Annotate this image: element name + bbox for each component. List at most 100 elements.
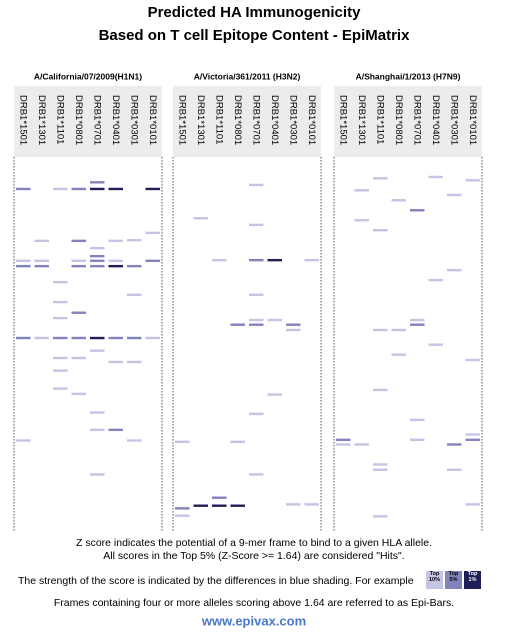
hit-bar bbox=[127, 264, 142, 268]
hit-bar bbox=[108, 187, 123, 191]
hit-bar bbox=[212, 496, 227, 499]
hit-bar bbox=[410, 323, 425, 326]
legend-swatch: Top 5% bbox=[445, 571, 462, 589]
hit-bar bbox=[90, 259, 105, 263]
hit-bar bbox=[71, 336, 86, 340]
hit-bar bbox=[391, 328, 406, 332]
hit-bar bbox=[145, 259, 160, 263]
allele-label: DRB1*1301 bbox=[36, 95, 47, 145]
hit-bar bbox=[304, 258, 319, 262]
allele-label: DRB1*1101 bbox=[214, 95, 225, 144]
allele-label: DRB1*0401 bbox=[269, 95, 280, 145]
hit-bar bbox=[90, 264, 105, 268]
allele-label: DRB1*1501 bbox=[338, 95, 349, 145]
hit-bar bbox=[373, 328, 388, 332]
hit-bar bbox=[71, 356, 86, 360]
hit-bar bbox=[90, 428, 105, 432]
allele-label: DRB1*0301 bbox=[129, 95, 140, 145]
hit-bar bbox=[71, 264, 86, 268]
hit-bar bbox=[108, 259, 123, 263]
note: Z score indicates the potential of a 9-m… bbox=[76, 537, 432, 549]
hit-bar bbox=[373, 468, 388, 471]
hit-bar bbox=[53, 187, 68, 191]
note: Frames containing four or more alleles s… bbox=[54, 597, 454, 609]
hit-bar bbox=[193, 504, 208, 507]
hit-bar bbox=[127, 293, 142, 296]
hit-bar bbox=[447, 443, 462, 446]
hit-bar bbox=[34, 264, 49, 268]
allele-label: DRB1*0301 bbox=[449, 95, 460, 145]
hit-bar bbox=[267, 258, 282, 262]
hit-bar bbox=[373, 463, 388, 466]
footer[interactable]: www.epivax.com bbox=[201, 613, 306, 628]
allele-label: DRB1*0401 bbox=[430, 95, 441, 145]
hit-bar bbox=[336, 443, 351, 446]
panel-header bbox=[334, 86, 482, 157]
hit-bar bbox=[145, 336, 160, 340]
note: The strength of the score is indicated b… bbox=[18, 575, 414, 587]
legend-swatch: Top 1% bbox=[464, 571, 481, 589]
hit-bar bbox=[249, 318, 264, 322]
hit-bar bbox=[391, 199, 406, 202]
hit-bar bbox=[108, 428, 123, 432]
allele-label: DRB1*1301 bbox=[356, 95, 367, 145]
hit-bar bbox=[127, 360, 142, 364]
legend-swatch: Top 10% bbox=[426, 571, 443, 589]
allele-label: DRB1*0701 bbox=[251, 95, 262, 145]
hit-bar bbox=[34, 336, 49, 340]
hit-bar bbox=[53, 280, 68, 284]
hit-bar bbox=[354, 189, 369, 192]
panel-header bbox=[14, 86, 162, 157]
hit-bar bbox=[465, 358, 480, 362]
hit-bar bbox=[108, 360, 123, 364]
hit-bar bbox=[53, 336, 68, 340]
hit-bar bbox=[108, 239, 123, 243]
hit-bar bbox=[286, 323, 301, 326]
hit-bar bbox=[16, 439, 31, 442]
hit-bar bbox=[286, 328, 301, 332]
panel-title: A/Shanghai/1/2013 (H7N9) bbox=[356, 71, 461, 81]
hit-bar bbox=[304, 503, 319, 506]
hit-bar bbox=[108, 336, 123, 340]
hit-bar bbox=[249, 258, 264, 262]
hit-bar bbox=[16, 259, 31, 263]
hit-bar bbox=[53, 387, 68, 390]
allele-label: DRB1*1101 bbox=[55, 95, 66, 144]
hit-bar bbox=[53, 316, 68, 320]
allele-label: DRB1*0401 bbox=[110, 95, 121, 145]
hit-bar bbox=[465, 433, 480, 436]
allele-label: DRB1*0801 bbox=[393, 95, 404, 145]
allele-label: DRB1*1301 bbox=[195, 95, 206, 145]
allele-label: DRB1*1101 bbox=[375, 95, 386, 144]
hit-bar bbox=[354, 443, 369, 446]
hit-bar bbox=[447, 193, 462, 197]
allele-label: DRB1*0301 bbox=[288, 95, 299, 145]
hit-bar bbox=[71, 239, 86, 243]
allele-label: DRB1*0801 bbox=[232, 95, 243, 145]
hit-bar bbox=[410, 209, 425, 212]
title-line: Based on T cell Epitope Content - EpiMat… bbox=[99, 27, 411, 44]
hit-bar bbox=[127, 238, 142, 242]
hit-bar bbox=[53, 300, 68, 304]
hit-bar bbox=[465, 503, 480, 506]
hit-bar bbox=[145, 231, 160, 235]
hit-bar bbox=[71, 259, 86, 263]
hit-bar bbox=[230, 440, 245, 444]
hit-bar bbox=[410, 418, 425, 422]
hit-bar bbox=[16, 264, 31, 268]
hit-bar bbox=[212, 258, 227, 262]
hit-bar bbox=[428, 175, 443, 179]
hit-bar bbox=[286, 503, 301, 506]
hit-bar bbox=[193, 217, 208, 220]
hit-bar bbox=[249, 323, 264, 326]
hit-bar bbox=[16, 187, 31, 191]
note: All scores in the Top 5% (Z-Score >= 1.6… bbox=[103, 550, 404, 562]
hit-bar bbox=[410, 438, 425, 442]
hit-bar bbox=[249, 473, 264, 476]
hit-bar bbox=[249, 223, 264, 227]
hit-bar bbox=[267, 318, 282, 322]
hit-bar bbox=[71, 311, 86, 314]
hit-bar bbox=[465, 179, 480, 182]
hit-bar bbox=[90, 411, 105, 414]
